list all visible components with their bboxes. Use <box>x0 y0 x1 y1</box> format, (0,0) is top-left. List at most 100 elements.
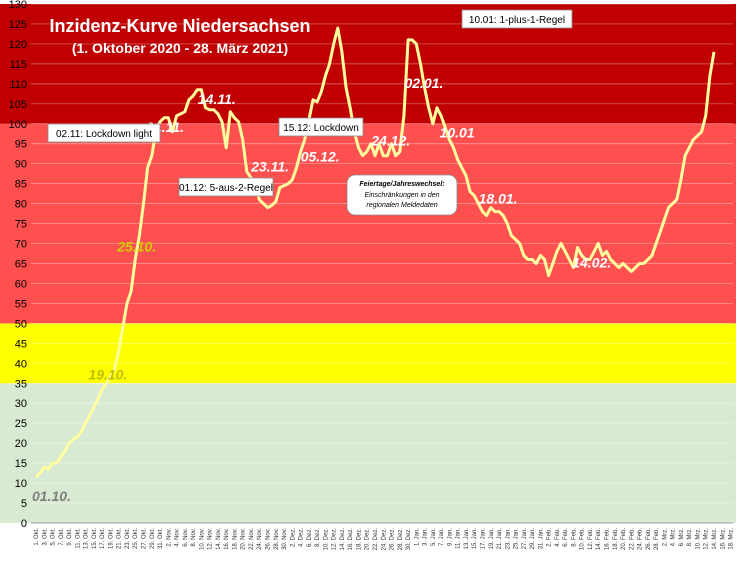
axis-area <box>0 523 736 565</box>
y-tick-label: 10 <box>15 478 27 490</box>
band <box>0 4 736 124</box>
x-tick-label: 24. Nov. <box>257 528 263 550</box>
y-tick-label: 80 <box>15 199 27 211</box>
x-tick-label: 6. Dez. <box>307 528 313 547</box>
x-tick-label: 10. Nov. <box>199 528 205 550</box>
x-tick-label: 3. Okt. <box>42 528 48 546</box>
y-tick-label: 30 <box>15 398 27 410</box>
x-tick-label: 4. Dez. <box>299 528 305 547</box>
chart-subtitle: (1. Oktober 2020 - 28. März 2021) <box>72 40 288 56</box>
x-tick-label: 26. Nov. <box>266 528 272 550</box>
x-tick-label: 24. Feb. <box>638 528 644 550</box>
y-tick-label: 55 <box>15 298 27 310</box>
x-tick-label: 31. Jan. <box>538 528 544 550</box>
x-tick-label: 2. Dez. <box>290 528 296 547</box>
x-tick-label: 7. Jan. <box>439 528 445 546</box>
incidence-bands <box>0 4 736 565</box>
x-tick-label: 9. Jan. <box>447 528 453 546</box>
point-label: 19.10. <box>88 366 127 382</box>
x-tick-label: 8. Nov. <box>191 528 197 547</box>
y-tick-label: 70 <box>15 239 27 251</box>
x-tick-label: 26. Dez. <box>390 528 396 551</box>
y-tick-label: 65 <box>15 259 27 271</box>
y-tick-label: 90 <box>15 159 27 171</box>
x-tick-label: 18. Feb. <box>613 528 619 550</box>
band <box>0 383 736 523</box>
y-tick-label: 50 <box>15 318 27 330</box>
x-tick-label: 14. Nov. <box>216 528 222 550</box>
measure-box-lockdown-light: 02.11: Lockdown light <box>47 123 161 143</box>
y-tick-label: 15 <box>15 458 27 470</box>
y-tick-label: 105 <box>9 99 27 111</box>
point-label: 14.11. <box>198 91 236 107</box>
x-tick-label: 20. Dez. <box>365 528 371 551</box>
x-tick-label: 2. Mrz. <box>662 528 668 547</box>
x-tick-label: 16. Dez. <box>348 528 354 551</box>
x-tick-label: 6. Mrz. <box>679 528 685 547</box>
x-tick-label: 17. Jan. <box>480 528 486 550</box>
x-tick-label: 5. Okt. <box>51 528 57 546</box>
x-tick-label: 23. Okt. <box>125 528 131 549</box>
point-labels: 01.10.19.10.25.10.01.11.14.11.23.11.05.1… <box>32 75 611 504</box>
point-label: 05.12. <box>301 149 340 165</box>
x-tick-label: 24. Dez. <box>381 528 387 551</box>
x-tick-label: 18. Mrz. <box>729 528 735 550</box>
x-tick-label: 16. Mrz. <box>720 528 726 550</box>
point-label: 18.01. <box>479 191 518 207</box>
point-label: 02.01. <box>404 75 443 91</box>
y-axis: 0 5 10 15 20 25 30 35 40 45 50 55 60 65 70 75 80 85 90 95 10… <box>9 0 27 530</box>
x-axis: 1. Okt. 3. Okt. 5. Okt. 7. Okt. 9. Okt. 11. O… <box>34 528 735 551</box>
band <box>0 123 736 324</box>
x-tick-label: 10. Mrz. <box>695 528 701 550</box>
x-tick-label: 17. Okt. <box>100 528 106 549</box>
x-tick-label: 9. Okt. <box>67 528 73 546</box>
y-tick-label: 130 <box>9 0 27 11</box>
x-tick-label: 25. Okt. <box>133 528 139 549</box>
x-tick-label: 1. Jan. <box>414 528 420 546</box>
x-tick-label: 8. Mrz. <box>687 528 693 547</box>
x-tick-label: 12. Mrz. <box>704 528 710 550</box>
x-tick-label: 14. Mrz. <box>712 528 718 550</box>
x-tick-label: 5. Jan. <box>431 528 437 546</box>
x-tick-label: 23. Jan. <box>505 528 511 550</box>
x-tick-label: 29. Jan. <box>530 528 536 550</box>
point-label: 25.10. <box>116 239 156 255</box>
x-tick-label: 10. Feb. <box>580 528 586 550</box>
measure-box-5-aus-2: 01.12: 5-aus-2-Regel <box>178 177 274 197</box>
holiday-note-title: Feiertage/Jahreswechsel: <box>359 181 444 188</box>
measure-box-lockdown: 15.12: Lockdown <box>278 117 364 137</box>
x-tick-label: 8. Feb. <box>571 528 577 547</box>
y-tick-label: 20 <box>15 438 27 450</box>
x-tick-label: 22. Feb. <box>629 528 635 550</box>
x-tick-label: 2. Nov. <box>166 528 172 547</box>
x-tick-label: 28. Feb. <box>654 528 660 550</box>
point-label: 24.12. <box>370 133 410 149</box>
holiday-note: Feiertage/Jahreswechsel: Einschränkungen… <box>346 174 458 216</box>
x-tick-label: 15. Okt. <box>92 528 98 549</box>
measure-box-label: 02.11: Lockdown light <box>56 129 152 140</box>
y-tick-label: 120 <box>9 39 27 51</box>
x-tick-label: 21. Jan. <box>497 528 503 550</box>
incidence-line <box>34 26 716 479</box>
point-label: 10.01 <box>440 125 475 141</box>
x-tick-label: 28. Dez. <box>398 528 404 551</box>
x-tick-label: 27. Jan. <box>522 528 528 550</box>
x-tick-label: 29. Okt. <box>150 528 156 549</box>
x-tick-label: 16. Nov. <box>224 528 230 550</box>
x-tick-label: 26. Feb. <box>646 528 652 550</box>
x-tick-label: 12. Nov. <box>208 528 214 550</box>
x-tick-label: 18. Dez. <box>356 528 362 551</box>
x-tick-label: 28. Nov. <box>274 528 280 550</box>
holiday-note-line: Einschränkungen in den <box>364 192 439 199</box>
x-tick-label: 14. Feb. <box>596 528 602 550</box>
measure-box-1-plus-1: 10.01: 1-plus-1-Regel <box>461 9 573 29</box>
x-tick-label: 13. Okt. <box>84 528 90 549</box>
grid-lines <box>31 3 733 524</box>
y-tick-label: 25 <box>15 418 27 430</box>
x-tick-label: 12. Dez. <box>332 528 338 551</box>
point-label: 23.11. <box>250 159 289 175</box>
x-tick-label: 22. Nov. <box>249 528 255 550</box>
x-tick-label: 16. Feb. <box>605 528 611 550</box>
y-tick-label: 125 <box>9 19 27 31</box>
